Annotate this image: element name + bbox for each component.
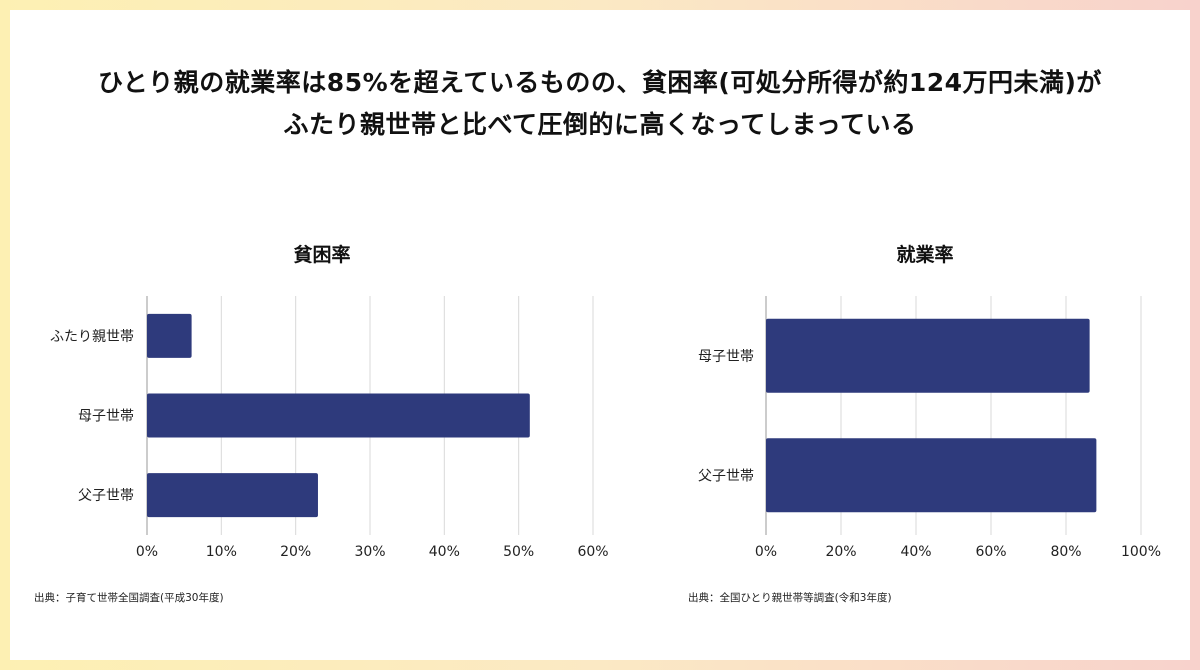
employment-category-label: 母子世帯 — [698, 349, 754, 365]
poverty-tick-label: 10% — [206, 544, 237, 560]
poverty-bar — [147, 313, 192, 358]
poverty-category-label: 母子世帯 — [78, 409, 134, 425]
headline: ひとり親の就業率は85%を超えているものの、貧困率(可処分所得が約124万円未満… — [10, 62, 1190, 146]
employment-bar — [766, 438, 1097, 513]
employment-tick-label: 20% — [825, 544, 856, 560]
employment-chart-title: 就業率 — [896, 244, 954, 266]
poverty-chart-title: 貧困率 — [293, 244, 351, 266]
poverty-tick-label: 20% — [280, 544, 311, 560]
poverty-category-label: 父子世帯 — [78, 488, 134, 504]
poverty-source: 出典：子育て世帯全国調査(平成30年度) — [34, 592, 224, 604]
poverty-category-label: ふたり親世帯 — [50, 329, 134, 345]
poverty-bar — [147, 393, 530, 438]
poverty-tick-label: 30% — [354, 544, 385, 560]
employment-category-label: 父子世帯 — [698, 468, 754, 484]
headline-line-1: ひとり親の就業率は85%を超えているものの、貧困率(可処分所得が約124万円未満… — [98, 68, 1102, 97]
employment-tick-label: 80% — [1050, 544, 1081, 560]
poverty-tick-label: 40% — [429, 544, 460, 560]
employment-tick-label: 100% — [1121, 544, 1161, 560]
employment-tick-label: 60% — [975, 544, 1006, 560]
employment-source: 出典：全国ひとり親世帯等調査(令和3年度) — [688, 592, 892, 604]
poverty-tick-label: 60% — [577, 544, 608, 560]
employment-bar — [766, 318, 1090, 393]
employment-tick-label: 40% — [900, 544, 931, 560]
employment-tick-label: 0% — [755, 544, 777, 560]
poverty-tick-label: 50% — [503, 544, 534, 560]
poverty-bar — [147, 473, 318, 518]
headline-line-2: ふたり親世帯と比べて圧倒的に高くなってしまっている — [283, 110, 917, 139]
poverty-tick-label: 0% — [136, 544, 158, 560]
